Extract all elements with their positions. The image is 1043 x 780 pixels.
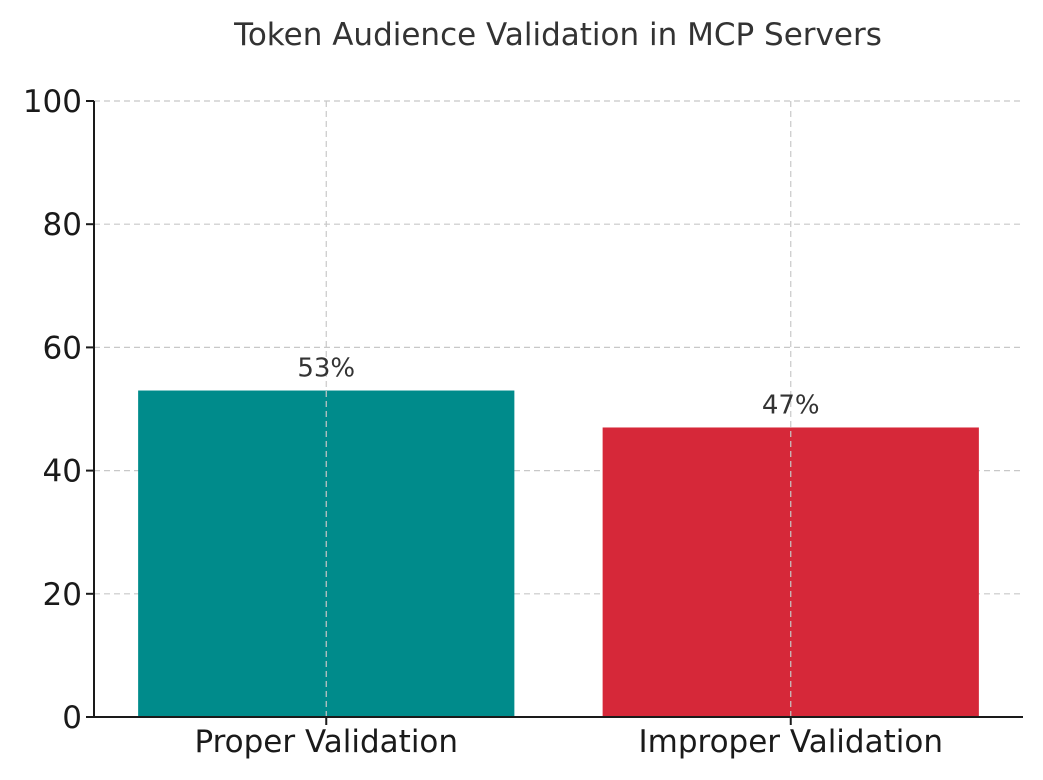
bar-value-label: 53% [297,354,355,384]
vertical-grid [325,101,792,717]
x-tick-label: Improper Validation [639,724,943,760]
y-tick-label: 40 [43,454,82,490]
y-tick-label: 20 [43,577,82,613]
bars [138,390,979,717]
y-tick-label: 60 [43,330,82,366]
bar-value-label: 47% [762,390,820,420]
x-tick-label: Proper Validation [194,724,458,760]
axes [86,100,1023,725]
y-tick-label: 80 [43,207,82,243]
chart-title: Token Audience Validation in MCP Servers [233,17,882,53]
y-tick-label: 100 [23,84,82,120]
y-tick-label: 0 [62,700,82,736]
labels: 0 20 40 60 80 100 Proper Validation 53% Improper… [23,84,943,760]
